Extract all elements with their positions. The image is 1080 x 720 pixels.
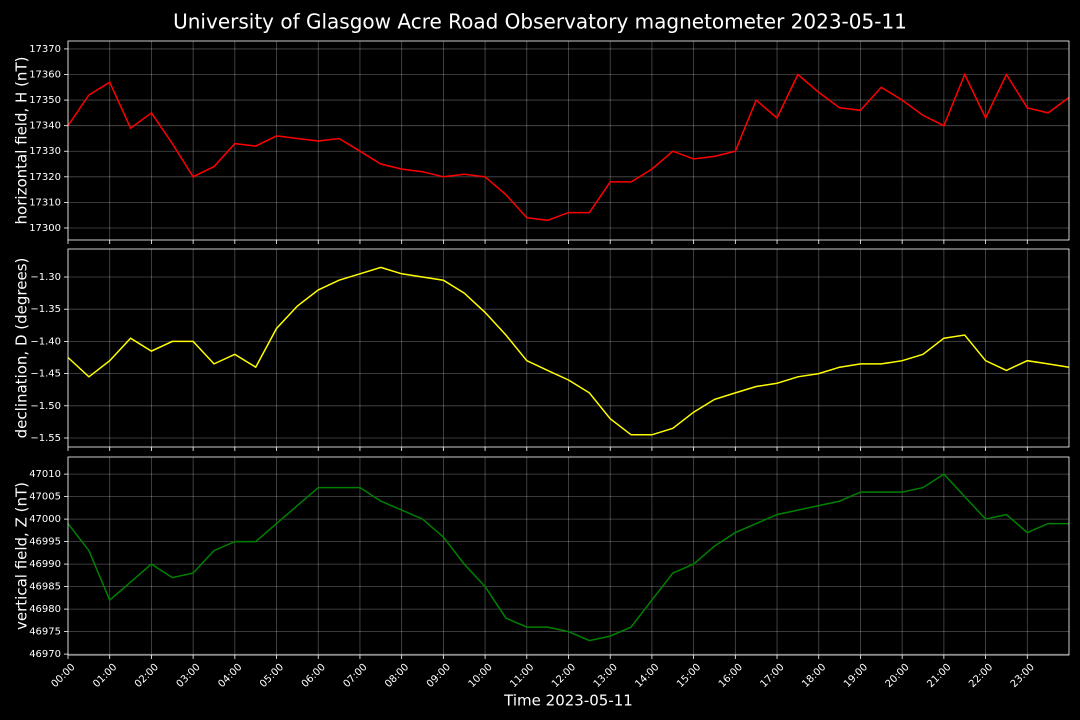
axes-frame	[67, 40, 1070, 241]
y-tick-label: −1.55	[30, 433, 61, 444]
x-tick-label: 19:00	[842, 662, 870, 690]
y-axis-label: declination, D (degrees)	[13, 258, 31, 439]
y-tick-label: 17310	[29, 197, 61, 208]
y-tick-label: 17340	[29, 121, 61, 132]
y-tick-label: 46985	[29, 582, 61, 593]
axes-frame	[67, 456, 1070, 656]
data-line	[67, 72, 1070, 222]
x-tick-label: 08:00	[383, 662, 411, 690]
y-tick-label: 46990	[29, 559, 61, 570]
data-line	[67, 473, 1069, 642]
x-tick-label: 22:00	[967, 662, 995, 690]
x-tick-label: 03:00	[175, 662, 203, 690]
x-tick-label: 06:00	[300, 662, 328, 690]
x-tick-label: 00:00	[49, 662, 77, 690]
x-tick-label: 14:00	[633, 662, 661, 690]
x-tick-label: 15:00	[675, 662, 703, 690]
x-tick-label: 20:00	[884, 662, 912, 690]
y-axis-label: horizontal field, H (nT)	[13, 57, 31, 225]
x-tick-label: 23:00	[1009, 662, 1037, 690]
x-tick-label: 13:00	[592, 662, 620, 690]
y-tick-label: −1.35	[30, 304, 61, 315]
x-axis-label: Time 2023-05-11	[503, 692, 633, 710]
x-tick-label: 02:00	[133, 662, 161, 690]
y-tick-label: −1.45	[30, 369, 61, 380]
y-tick-label: 46995	[29, 537, 61, 548]
x-tick-label: 04:00	[216, 662, 244, 690]
y-tick-label: 46980	[29, 604, 61, 615]
y-tick-label: 17320	[29, 172, 61, 183]
y-tick-label: 47010	[29, 469, 61, 480]
x-tick-label: 11:00	[508, 662, 536, 690]
x-tick-label: 21:00	[925, 662, 953, 690]
y-tick-label: 17360	[29, 70, 61, 81]
x-tick-label: 01:00	[91, 662, 119, 690]
y-tick-label: 47005	[29, 492, 61, 503]
x-tick-label: 07:00	[341, 662, 369, 690]
x-tick-label: 05:00	[258, 662, 286, 690]
y-tick-label: 17300	[29, 223, 61, 234]
x-tick-label: 17:00	[759, 662, 787, 690]
x-tick-label: 12:00	[550, 662, 578, 690]
y-tick-label: −1.40	[30, 336, 61, 347]
y-tick-label: −1.30	[30, 272, 61, 283]
chart-title: University of Glasgow Acre Road Observat…	[173, 10, 907, 34]
y-tick-label: 17330	[29, 146, 61, 157]
y-tick-label: 17370	[29, 44, 61, 55]
data-line	[67, 266, 1070, 436]
y-axis-label: vertical field, Z (nT)	[13, 482, 31, 630]
y-tick-label: 47000	[29, 514, 61, 525]
y-tick-label: 17350	[29, 95, 61, 106]
x-tick-label: 09:00	[425, 662, 453, 690]
x-tick-label: 18:00	[800, 662, 828, 690]
y-tick-label: 46975	[29, 627, 61, 638]
x-tick-label: 10:00	[467, 662, 495, 690]
y-tick-label: 46970	[29, 649, 61, 660]
y-tick-label: −1.50	[30, 401, 61, 412]
x-tick-label: 16:00	[717, 662, 745, 690]
axes-frame	[67, 248, 1070, 448]
